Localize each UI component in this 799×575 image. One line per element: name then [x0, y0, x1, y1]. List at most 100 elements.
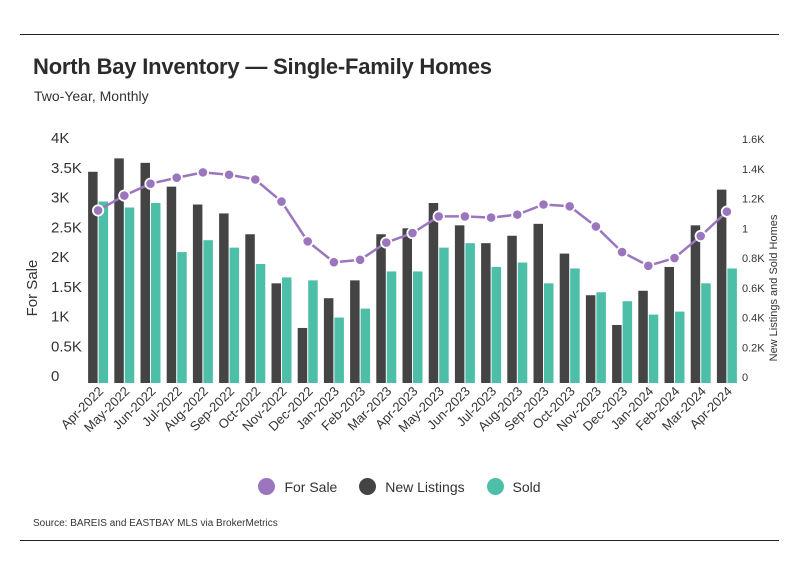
bar-new-listings [140, 162, 150, 383]
bar-sold [439, 247, 449, 383]
bar-new-listings [402, 228, 412, 383]
legend-item-new-listings: New Listings [359, 478, 465, 495]
y-tick-label: 1K [51, 309, 69, 326]
bar-sold [701, 283, 711, 383]
y-tick-label: 0 [51, 368, 59, 385]
bar-sold [517, 262, 528, 383]
bar-sold [229, 247, 240, 383]
bar-new-listings [297, 327, 308, 383]
line-for-sale [97, 171, 728, 268]
point-for-sale [301, 235, 314, 248]
y2-axis-title: New Listings and Sold Homes [768, 214, 780, 361]
bar-new-listings [612, 324, 622, 383]
point-for-sale [380, 236, 393, 249]
bar-sold [151, 203, 161, 383]
y2-tick-label: 0.4K [742, 313, 765, 325]
point-for-sale [432, 210, 445, 223]
bar-sold [727, 268, 737, 383]
y-tick-label: 3K [51, 190, 69, 207]
bar-sold [360, 308, 371, 383]
bar-new-listings [454, 225, 465, 383]
chart-plot: 0 0.5K 1K 1.5K 2K 2.5K 3K 3.5K 4K 0 0.2K 0.4K 0.6K 0.… [24, 130, 780, 435]
chart-title: North Bay Inventory — Single-Family Home… [33, 54, 492, 79]
point-for-sale [589, 220, 603, 233]
bar-sold [544, 283, 554, 383]
bar-new-listings [114, 158, 124, 383]
point-for-sale [353, 253, 367, 266]
bar-new-listings [428, 203, 439, 383]
legend-label-for-sale: For Sale [284, 478, 338, 495]
source-note: Source: BAREIS and EASTBAY MLS via Broke… [33, 518, 278, 529]
y-tick-label: 1.5K [51, 279, 82, 296]
bar-new-listings [376, 234, 386, 383]
point-for-sale [563, 200, 576, 213]
y-axis-title: For Sale [24, 260, 41, 317]
point-for-sale [92, 204, 105, 217]
bar-sold [570, 268, 580, 383]
y-tick-label: 2.5K [51, 219, 82, 236]
y2-tick-label: 1.6K [742, 134, 765, 146]
bar-new-listings [664, 266, 674, 383]
bar-sold [98, 201, 109, 383]
bar-new-listings [88, 171, 98, 383]
y-tick-label: 2K [51, 249, 69, 266]
point-for-sale [458, 210, 471, 223]
bar-sold [177, 252, 187, 383]
bar-sold [413, 271, 423, 383]
chart-subtitle: Two-Year, Monthly [34, 88, 149, 104]
point-for-sale [144, 177, 157, 190]
bar-sold [308, 280, 318, 383]
point-for-sale [668, 251, 681, 265]
legend-item-sold: Sold [486, 478, 541, 495]
point-for-sale [484, 211, 498, 224]
legend-swatch-sold [486, 478, 504, 495]
y2-tick-label: 0.6K [742, 283, 765, 295]
y-tick-label: 4K [51, 130, 69, 147]
point-for-sale [327, 256, 340, 269]
legend-swatch-for-sale [258, 478, 276, 495]
bar-new-listings [245, 234, 255, 383]
point-for-sale [615, 246, 629, 259]
point-for-sale [170, 171, 183, 184]
point-for-sale [249, 173, 262, 186]
point-for-sale [694, 229, 707, 243]
bar-new-listings [350, 280, 360, 383]
bar-sold [124, 207, 135, 383]
bar-new-listings [166, 186, 177, 383]
bar-sold [282, 277, 292, 383]
legend-item-for-sale: For Sale [258, 478, 337, 495]
bottom-rule [20, 540, 779, 541]
y-tick-label: 0.5K [51, 338, 82, 355]
bar-new-listings [219, 213, 229, 383]
bar-sold [675, 311, 685, 383]
bar-new-listings [585, 295, 596, 383]
bar-new-listings [559, 253, 570, 383]
bar-new-listings [690, 225, 701, 383]
bar-new-listings [716, 189, 727, 383]
y2-tick-label: 1.2K [742, 194, 765, 206]
legend-label-new-listings: New Listings [385, 478, 465, 495]
y-tick-label: 3.5K [51, 160, 82, 177]
bar-sold [465, 243, 475, 383]
bar-new-listings [323, 298, 334, 383]
legend-label-sold: Sold [512, 478, 541, 495]
bar-new-listings [533, 223, 543, 383]
y2-tick-label: 0.2K [742, 342, 765, 354]
bar-sold [255, 264, 266, 383]
bar-sold [491, 266, 502, 383]
point-for-sale [537, 198, 550, 211]
point-for-sale [275, 195, 288, 208]
top-rule [20, 34, 779, 35]
bar-sold [203, 240, 213, 383]
legend-swatch-new-listings [359, 478, 377, 495]
bar-sold [334, 317, 344, 383]
bar-sold [596, 292, 606, 383]
bar-new-listings [507, 235, 517, 383]
bar-sold [648, 314, 659, 383]
point-for-sale [223, 168, 236, 181]
y2-tick-label: 1.4K [742, 164, 765, 176]
y2-tick-label: 0 [742, 372, 748, 384]
chart-legend: For Sale New Listings Sold [0, 478, 799, 498]
bar-new-listings [192, 204, 203, 383]
bar-sold [622, 301, 633, 383]
